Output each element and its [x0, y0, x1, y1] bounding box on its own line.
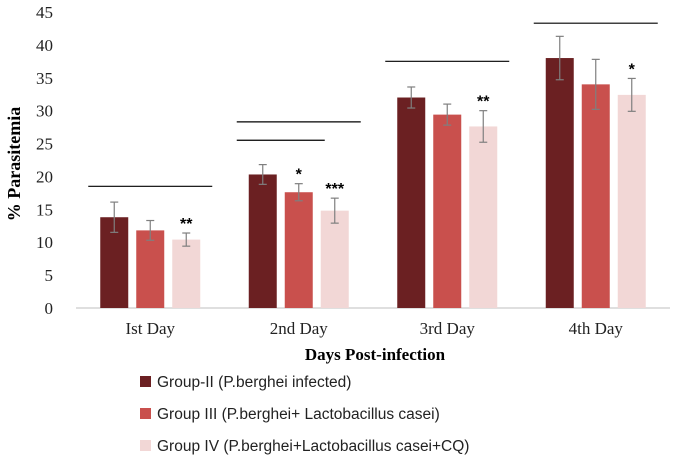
bar — [545, 58, 574, 308]
bar — [581, 84, 610, 308]
significance-marker: ** — [477, 94, 490, 111]
y-tick-label: 15 — [36, 200, 53, 219]
x-tick-labels: Ist Day 2nd Day 3rd Day 4th Day — [125, 319, 623, 338]
legend-label: Group III (P.berghei+ Lactobacillus case… — [157, 406, 440, 423]
x-axis-label: Days Post-infection — [305, 345, 446, 364]
bar — [284, 192, 313, 308]
y-tick-label: 0 — [45, 299, 54, 318]
bar — [136, 230, 165, 308]
y-tick-label: 45 — [36, 3, 53, 22]
x-tick-label: 3rd Day — [420, 319, 476, 338]
x-tick-label: Ist Day — [125, 319, 175, 338]
y-tick-label: 40 — [36, 36, 53, 55]
y-tick-label: 30 — [36, 102, 53, 121]
legend-label: Group-II (P.berghei infected) — [157, 374, 351, 391]
significance-marker: * — [296, 167, 303, 184]
y-axis-label: % Parasitemia — [4, 107, 24, 221]
bar — [469, 126, 498, 308]
legend-swatch — [140, 376, 151, 387]
bar — [172, 239, 201, 308]
bar — [320, 210, 349, 308]
legend-label: Group IV (P.berghei+Lactobacillus casei+… — [157, 438, 469, 455]
y-tick-label: 10 — [36, 233, 53, 252]
bar — [617, 94, 646, 308]
y-tick-label: 35 — [36, 69, 53, 88]
significance-marker: ** — [180, 216, 193, 233]
bar — [433, 114, 462, 308]
x-tick-label: 4th Day — [569, 319, 624, 338]
significance-marker: *** — [325, 181, 344, 198]
y-tick-label: 5 — [45, 266, 54, 285]
bars: ********* — [100, 35, 646, 308]
legend: Group-II (P.berghei infected) Group III (… — [140, 374, 469, 455]
legend-swatch — [140, 440, 151, 451]
y-tick-label: 25 — [36, 135, 53, 154]
y-tick-labels: 0 5 10 15 20 25 30 35 40 45 — [36, 3, 53, 318]
significance-marker: * — [629, 61, 636, 78]
bar — [248, 174, 277, 308]
legend-swatch — [140, 408, 151, 419]
x-tick-label: 2nd Day — [270, 319, 329, 338]
y-tick-label: 20 — [36, 167, 53, 186]
bar — [397, 97, 426, 308]
comparison-brackets — [88, 22, 658, 187]
